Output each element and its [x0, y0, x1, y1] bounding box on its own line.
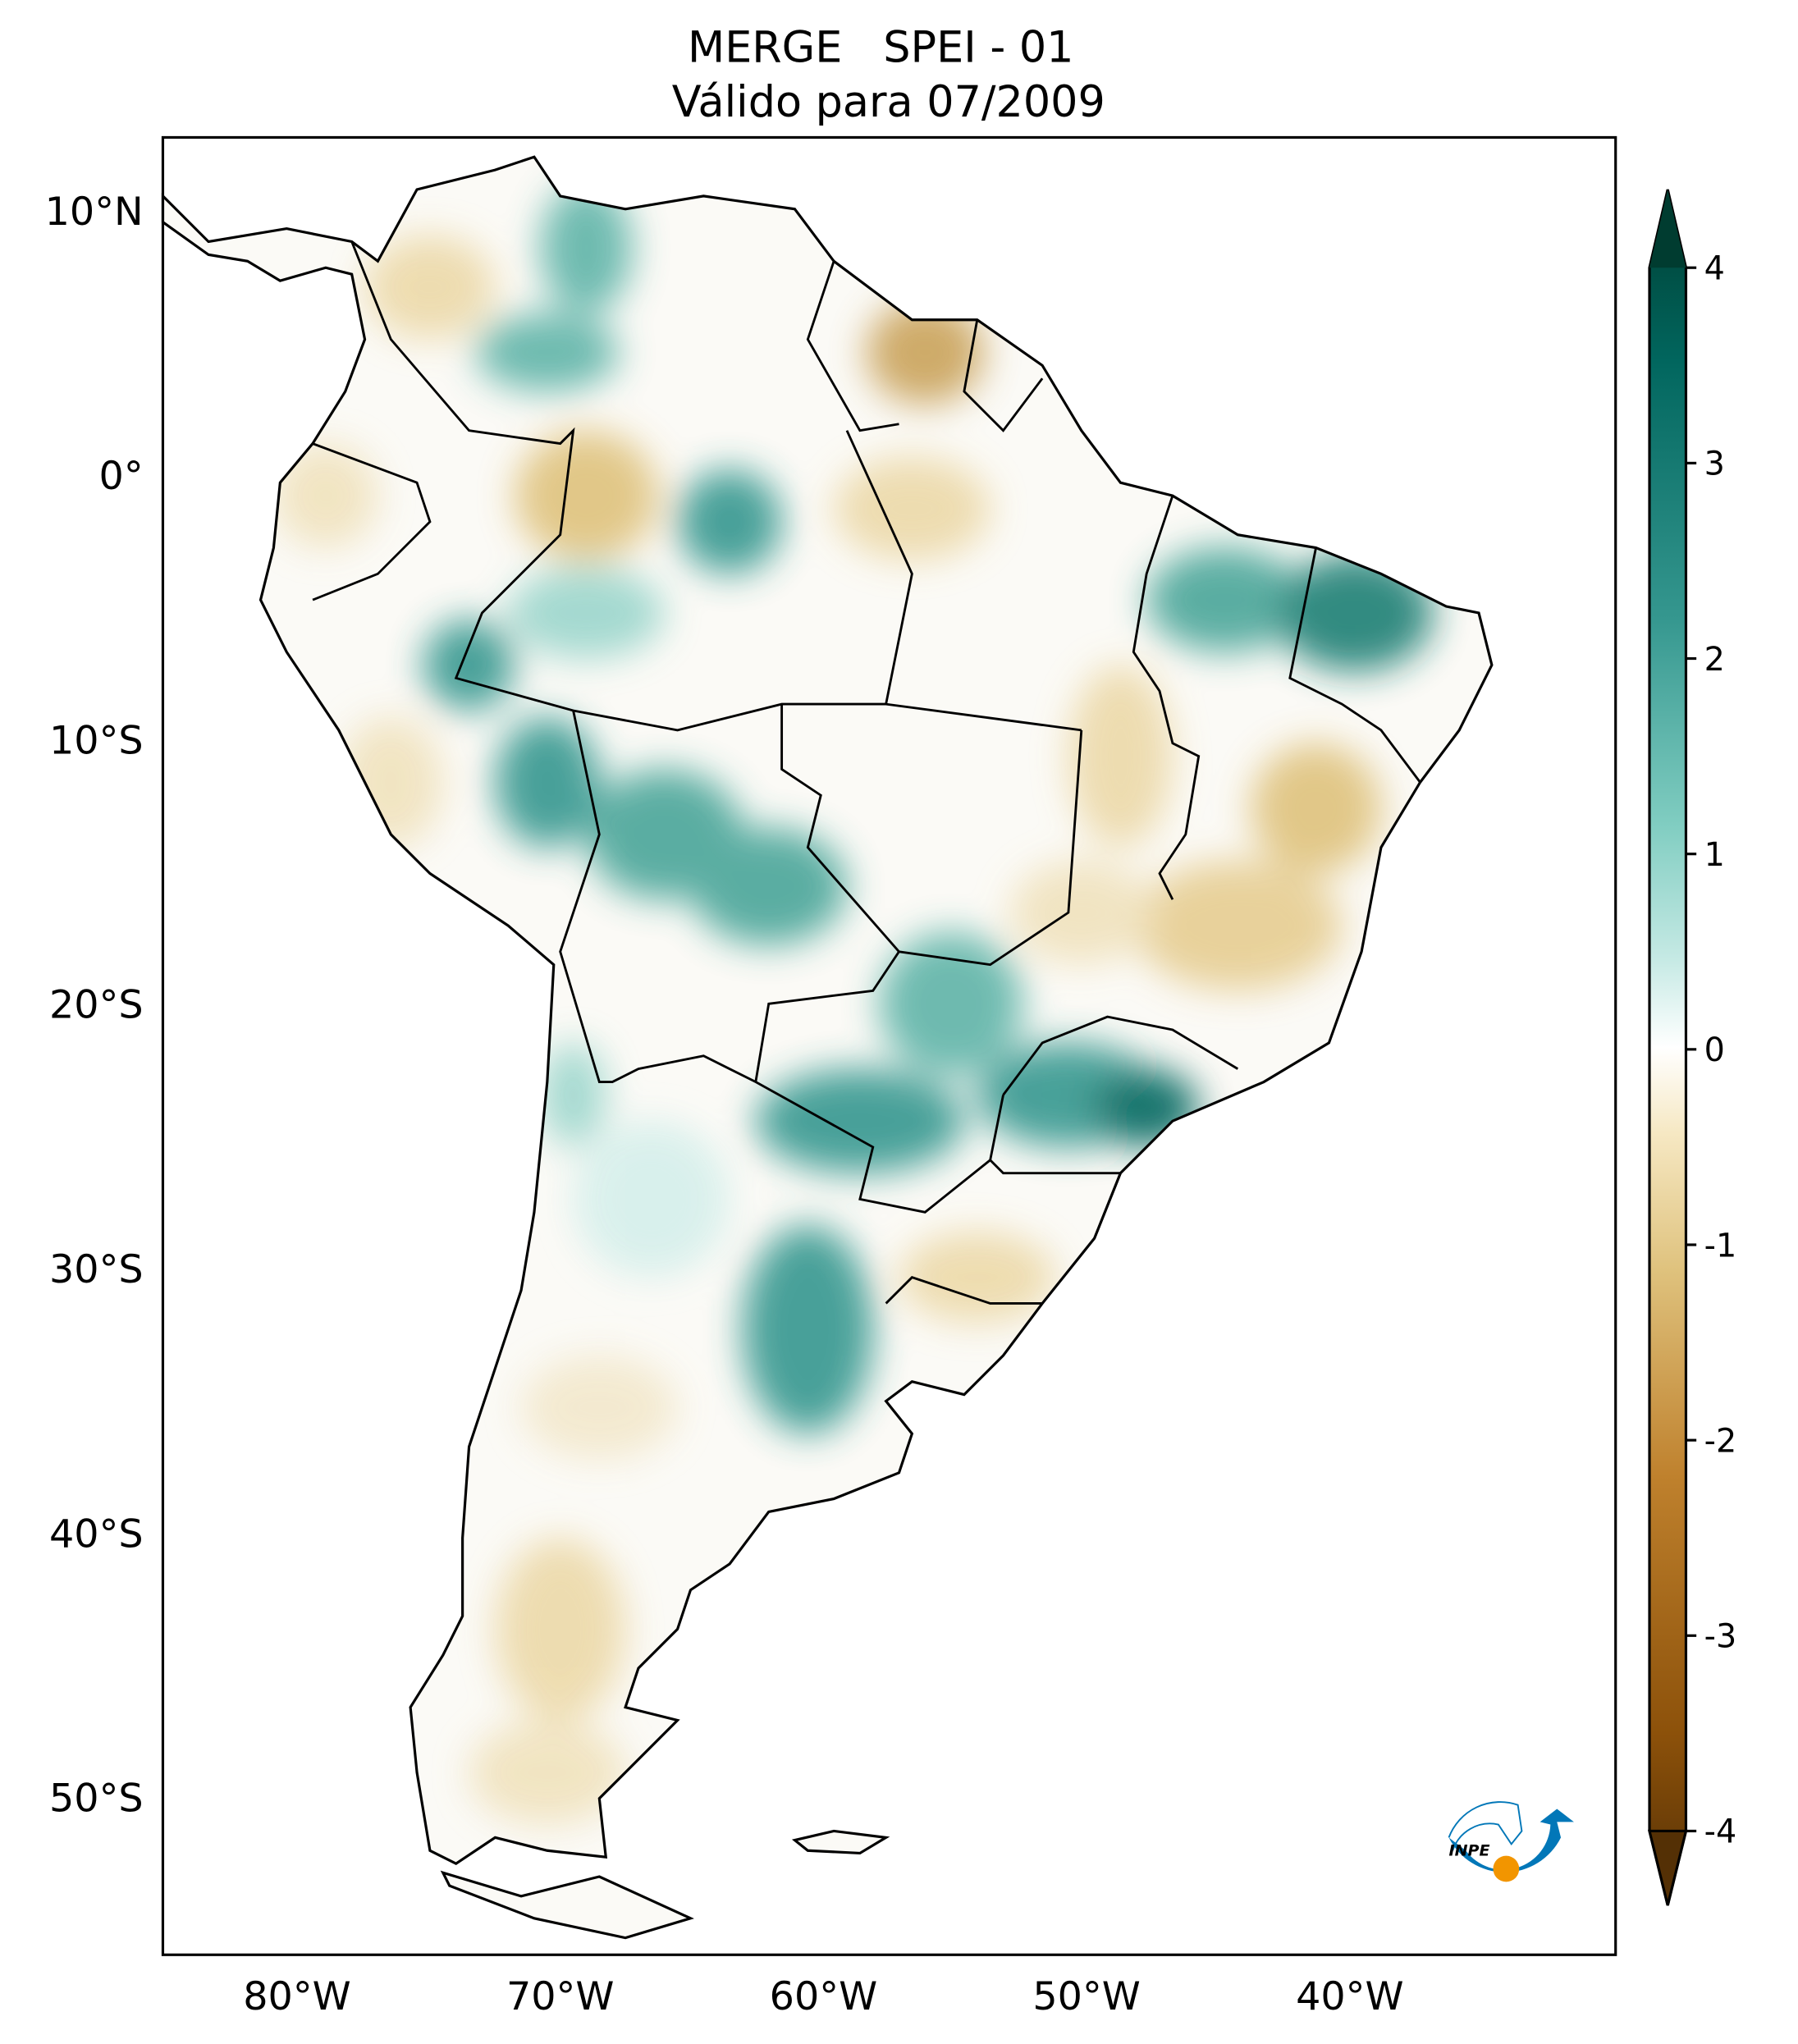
latitude-label: 50°S: [49, 1776, 144, 1822]
latitude-labels: 10°N 0° 10°S 20°S 30°S 40°S 50°S: [45, 190, 144, 1822]
colorbar: 4 3 2 1 0 -1 -2 -3 -4: [1647, 189, 1736, 1906]
colorbar-tick-label: -2: [1704, 1422, 1737, 1460]
spei-field: [162, 157, 1492, 1938]
title-line-2: Válido para 07/2009: [672, 77, 1105, 127]
colorbar-tick-label: 2: [1704, 641, 1725, 679]
latitude-label: 10°N: [45, 190, 144, 235]
logo-inpe: INPE: [1448, 1801, 1574, 1882]
map-frame: [161, 135, 1617, 1956]
colorbar-body: [1648, 189, 1688, 1906]
logo-swoosh: [1448, 1809, 1574, 1873]
colorbar-tick-label: 0: [1704, 1031, 1725, 1069]
latitude-label: 0°: [99, 454, 144, 499]
country-borders: [312, 240, 1421, 1305]
latitude-label: 30°S: [49, 1247, 144, 1292]
logo-sun: [1493, 1855, 1520, 1882]
longitude-label: 70°W: [506, 1974, 615, 2019]
colorbar-tick-label: 1: [1704, 836, 1725, 874]
colorbar-tick-label: -1: [1704, 1227, 1737, 1264]
longitude-label: 40°W: [1296, 1974, 1404, 2019]
colorbar-tick-label: -3: [1704, 1618, 1737, 1656]
colorbar-top-extend: [1649, 189, 1686, 268]
colorbar-tick-label: 4: [1704, 250, 1725, 288]
longitude-label: 50°W: [1032, 1974, 1141, 2019]
colorbar-ticks: 4 3 2 1 0 -1 -2 -3 -4: [1686, 250, 1736, 1851]
longitude-labels: 80°W 70°W 60°W 50°W 40°W: [243, 1974, 1403, 2019]
colorbar-bottom-extend: [1647, 1829, 1688, 1906]
title-line-1: MERGE SPEI - 01: [688, 22, 1074, 72]
latitude-label: 20°S: [49, 983, 144, 1028]
colorbar-tick-label: -4: [1704, 1813, 1737, 1851]
logo-text: INPE: [1449, 1842, 1490, 1860]
latitude-label: 10°S: [49, 718, 144, 763]
latitude-label: 40°S: [49, 1511, 144, 1557]
longitude-label: 60°W: [770, 1974, 878, 2019]
longitude-label: 80°W: [243, 1974, 351, 2019]
colorbar-tick-label: 3: [1704, 446, 1725, 483]
